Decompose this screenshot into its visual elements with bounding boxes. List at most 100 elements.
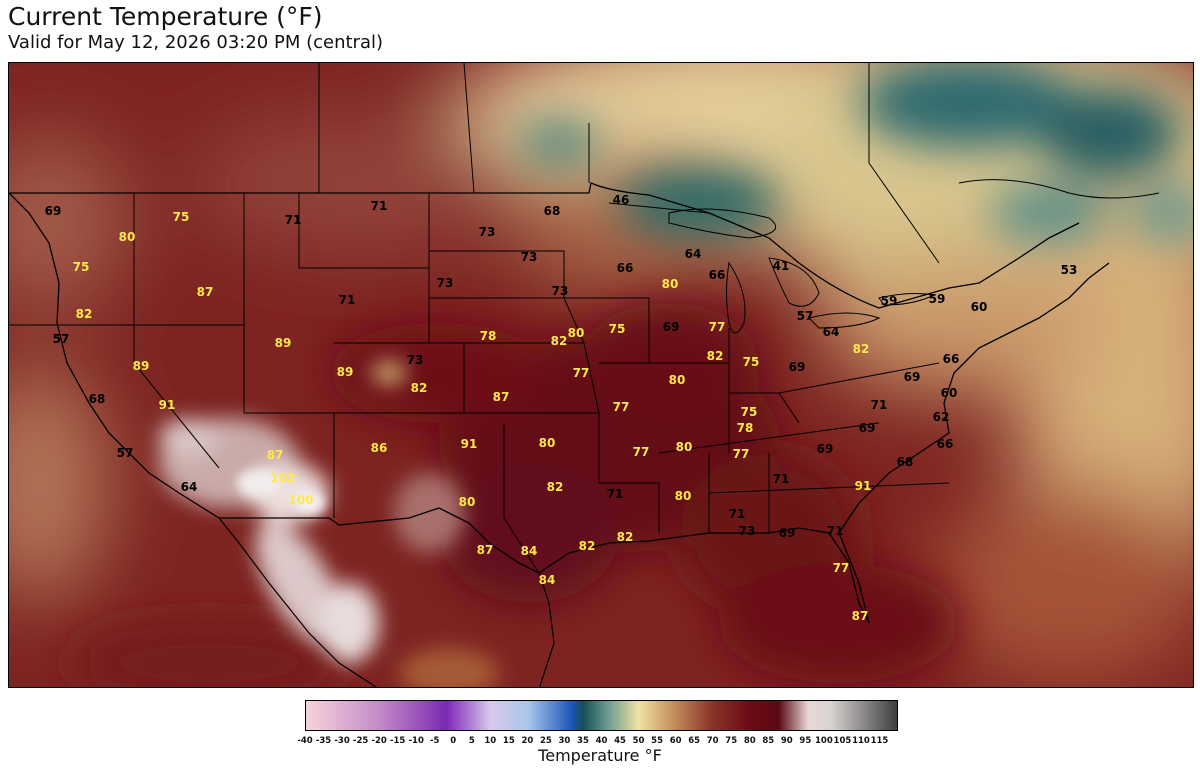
station-temperature-label: 84 [539, 573, 556, 587]
station-temperature-label: 53 [1061, 263, 1078, 277]
colorbar-tick-label: -25 [352, 736, 369, 746]
station-temperature-label: 75 [741, 405, 758, 419]
station-temperature-label: 75 [609, 322, 626, 336]
station-temperature-label: 68 [544, 204, 561, 218]
colorbar-tick-label: 20 [521, 736, 534, 746]
station-temperature-label: 69 [779, 526, 796, 540]
colorbar-tick-label: 45 [614, 736, 626, 746]
colorbar-label: Temperature °F [538, 746, 662, 765]
gulf-mexico-coast [538, 572, 555, 687]
map-title: Current Temperature (°F) [8, 2, 323, 31]
station-temperature-label: 64 [685, 247, 702, 261]
station-temperature-label: 84 [521, 544, 538, 558]
colorbar-tick-label: 95 [799, 736, 812, 746]
station-temperature-label: 41 [773, 259, 790, 273]
colorbar-tick-label: 55 [651, 736, 664, 746]
station-temperature-label: 82 [853, 342, 870, 356]
station-temperature-label: 69 [859, 421, 876, 435]
station-temperature-label: 71 [827, 524, 844, 538]
station-temperature-label: 80 [662, 277, 679, 291]
station-temperature-label: 82 [547, 480, 564, 494]
colorbar-tick-label: 15 [502, 736, 515, 746]
colorbar-tick-label: -15 [389, 736, 406, 746]
colorbar-ticks: -40 -35 -30 -25 -20 -15 -10 -5 0 5 10 15 20 25 30 35 40 4… [0, 736, 1200, 750]
station-temperature-label: 75 [173, 210, 190, 224]
station-temperature-label: 69 [45, 204, 62, 218]
colorbar-tick-label: 75 [725, 736, 738, 746]
station-temperature-label: 73 [437, 276, 454, 290]
station-temperature-label: 89 [337, 365, 354, 379]
station-temperature-label: 80 [675, 489, 692, 503]
station-temperature-label: 77 [613, 400, 630, 414]
colorbar-tick-label: 100 [815, 736, 833, 746]
station-temperature-label: 69 [663, 320, 680, 334]
colorbar-tick-label: -10 [408, 736, 424, 746]
station-temperature-label: 89 [133, 359, 150, 373]
canada-provincial-lines [318, 63, 1160, 264]
temperature-colorbar [305, 700, 898, 731]
station-temperature-label: 71 [729, 507, 746, 521]
station-temperature-label: 66 [937, 437, 954, 451]
colorbar-tick-label: 40 [595, 736, 608, 746]
station-temperature-label: 78 [737, 421, 754, 435]
map-subtitle: Valid for May 12, 2026 03:20 PM (central… [8, 32, 383, 53]
colorbar-tick-label: 105 [833, 736, 852, 746]
colorbar-tick-label: 110 [852, 736, 870, 746]
station-temperature-label: 66 [943, 352, 960, 366]
station-temperature-label: 82 [707, 349, 724, 363]
us-mexico-border [219, 507, 540, 574]
colorbar-tick-label: 85 [762, 736, 775, 746]
station-temperature-label: 71 [339, 293, 356, 307]
station-temperature-label: 68 [897, 455, 914, 469]
colorbar-tick-label: -30 [334, 736, 350, 746]
cold-pockets [519, 63, 1193, 243]
station-temperature-label: 57 [797, 309, 814, 323]
station-temperature-label: 69 [904, 370, 921, 384]
station-temperature-label: 73 [407, 353, 424, 367]
state-boundaries [9, 193, 950, 574]
colorbar-tick-label: 80 [743, 736, 756, 746]
colorbar-tick-label: 90 [780, 736, 793, 746]
station-temperature-label: 80 [119, 230, 136, 244]
colorbar-tick-label: 60 [669, 736, 682, 746]
station-temperature-label: 78 [480, 329, 497, 343]
station-temperature-label: 46 [613, 193, 630, 207]
station-temperature-label: 69 [789, 360, 806, 374]
station-temperature-label: 91 [855, 479, 872, 493]
station-temperature-label: 87 [197, 285, 214, 299]
station-temperature-label: 77 [573, 366, 590, 380]
station-temperature-label: 71 [371, 199, 388, 213]
station-temperature-label: 71 [871, 398, 888, 412]
station-temperature-label: 87 [493, 390, 510, 404]
station-temperature-label: 86 [371, 441, 388, 455]
colorbar-tick-label: 65 [688, 736, 701, 746]
station-temperature-label: 91 [159, 398, 176, 412]
station-temperature-label: 73 [739, 524, 756, 538]
colorbar-tick-label: -5 [429, 736, 440, 746]
colorbar-tick-label: 115 [870, 736, 889, 746]
warm-core-regions [69, 303, 959, 687]
station-temperature-label: 82 [76, 307, 93, 321]
station-temperature-label: 80 [669, 373, 686, 387]
station-temperature-label: 66 [617, 261, 634, 275]
station-temperature-label: 89 [275, 336, 292, 350]
station-temperature-label: 80 [459, 495, 476, 509]
colorbar-tick-label: 70 [706, 736, 719, 746]
station-temperature-label: 69 [817, 442, 834, 456]
station-temperature-label: 66 [709, 268, 726, 282]
station-temperature-label: 73 [552, 284, 569, 298]
colorbar-tick-label: 25 [539, 736, 552, 746]
colorbar-tick-label: 10 [484, 736, 497, 746]
station-temperature-label: 73 [521, 250, 538, 264]
station-temperature-label: 64 [823, 325, 840, 339]
station-temperature-label: 71 [773, 472, 790, 486]
us-canada-border [9, 182, 1080, 309]
station-temperature-label: 68 [89, 392, 106, 406]
great-lakes [668, 208, 936, 334]
station-temperature-label: 73 [479, 225, 496, 239]
station-temperature-label: 57 [117, 446, 134, 460]
station-temperature-label: 77 [633, 445, 650, 459]
station-temperature-label: 60 [971, 300, 988, 314]
station-temperature-label: 87 [852, 609, 869, 623]
station-temperature-label: 77 [709, 320, 726, 334]
